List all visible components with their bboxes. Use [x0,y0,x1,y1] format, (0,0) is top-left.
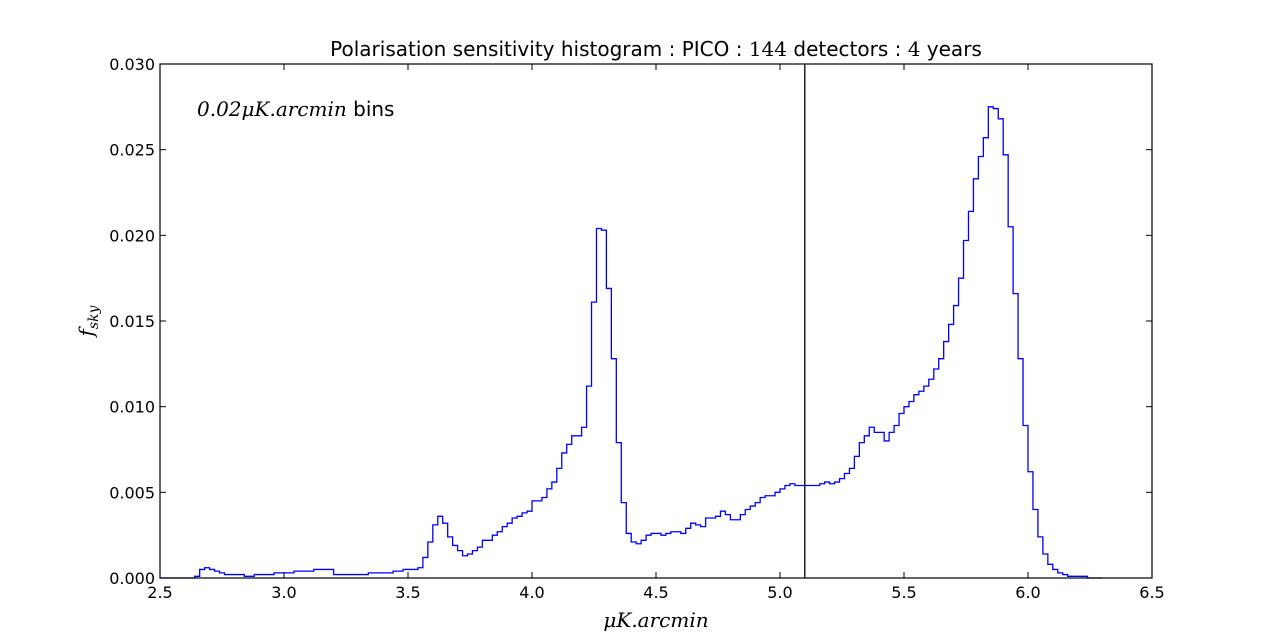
y-tick-label: 0.030 [109,55,155,74]
x-tick-label: 3.5 [395,583,420,602]
x-tick-label: 5.5 [891,583,916,602]
y-tick-label: 0.025 [109,141,155,160]
x-axis-ticks: 2.5 3.0 3.5 4.0 4.5 5.0 5.5 6.0 6.5 [147,64,1165,602]
plot-background [160,64,1152,578]
x-tick-label: 2.5 [147,583,172,602]
bin-annotation-text: bins [347,97,395,121]
y-axis-label-sub: sky [86,304,102,329]
title-part-3: years [920,37,981,61]
y-tick-label: 0.020 [109,226,155,245]
y-tick-label: 0.000 [109,569,155,588]
histogram-series-line-0 [160,106,1103,579]
title-part-2: detectors : [787,37,908,61]
x-tick-label: 4.0 [519,583,544,602]
bin-annotation-math: 0.02μK.arcmin [197,97,347,121]
title-years: 4 [908,37,921,61]
title-part-1: Polarisation sensitivity histogram : PIC… [330,37,749,61]
x-tick-label: 6.0 [1015,583,1040,602]
chart-title: Polarisation sensitivity histogram : PIC… [330,37,982,61]
y-tick-label: 0.010 [109,398,155,417]
y-axis-label: fsky [74,304,102,338]
x-tick-label: 5.0 [767,583,792,602]
bin-annotation: 0.02μK.arcmin bins [197,97,394,121]
title-detector-count: 144 [749,37,787,61]
y-tick-label: 0.005 [109,483,155,502]
x-tick-label: 6.5 [1139,583,1164,602]
y-tick-label: 0.015 [109,312,155,331]
x-tick-label: 4.5 [643,583,668,602]
x-axis-label: μK.arcmin [603,608,708,632]
series-group [160,106,1103,579]
y-axis-ticks: 0.000 0.005 0.010 0.015 0.020 0.025 0.030 [109,55,1152,588]
x-tick-label: 3.0 [271,583,296,602]
